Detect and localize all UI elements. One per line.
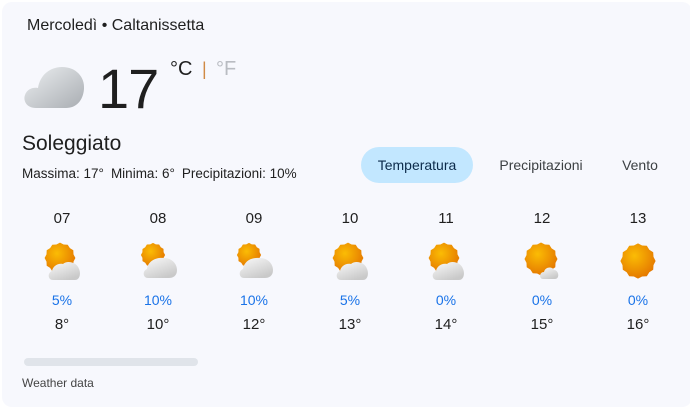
hour-temperature: 12° — [242, 316, 266, 333]
hourly-item[interactable]: 09 10% 12° — [214, 210, 294, 333]
hourly-item[interactable]: 12 0% 15° — [502, 210, 582, 333]
fahrenheit-toggle[interactable]: °F — [216, 58, 237, 80]
daily-stats: Massima: 17° Minima: 6° Precipitazioni: 10… — [22, 166, 304, 181]
precip-chance: 0% — [627, 292, 649, 308]
partly-cloudy-icon — [332, 242, 368, 280]
mostly-cloudy-icon — [236, 242, 273, 278]
hour-label: 07 — [53, 210, 71, 227]
hour-label: 09 — [245, 210, 263, 227]
partly-cloudy-icon — [428, 242, 464, 280]
mostly-sunny-icon — [524, 242, 559, 279]
hour-temperature: 15° — [530, 316, 554, 333]
hour-label: 08 — [149, 210, 167, 227]
hour-label: 11 — [438, 210, 454, 227]
precipitation: Precipitazioni: 10% — [181, 166, 297, 181]
max-temp: Massima: 17° — [22, 166, 104, 181]
hour-temperature: 16° — [626, 316, 650, 333]
horizontal-scrollbar[interactable] — [24, 358, 198, 366]
hour-temperature: 8° — [54, 316, 70, 333]
unit-separator: | — [202, 59, 207, 79]
condition-text: Soleggiato — [22, 132, 122, 155]
cloud-icon — [24, 67, 85, 108]
hourly-item[interactable]: 08 10% 10° — [118, 210, 198, 333]
precip-chance: 10% — [143, 292, 173, 308]
hour-temperature: 10° — [146, 316, 170, 333]
hourly-item[interactable]: 07 5% 8° — [22, 210, 102, 333]
precip-chance: 5% — [339, 292, 361, 308]
location-title: Mercoledì • Caltanissetta — [27, 17, 205, 34]
hour-label: 12 — [533, 210, 551, 227]
precip-chance: 0% — [435, 292, 457, 308]
hourly-item[interactable]: 11 0% 14° — [406, 210, 486, 333]
hour-label: 13 — [629, 210, 647, 227]
celsius-toggle[interactable]: °C — [170, 58, 193, 80]
precip-chance: 5% — [51, 292, 73, 308]
hour-label: 10 — [341, 210, 359, 227]
tab-temperatura[interactable]: Temperatura — [361, 147, 473, 183]
tab-precipitazioni[interactable]: Precipitazioni — [499, 157, 583, 173]
hourly-item[interactable]: 13 0% 16° — [598, 210, 678, 333]
hour-temperature: 14° — [434, 316, 458, 333]
sunny-icon — [620, 243, 656, 279]
tab-vento[interactable]: Vento — [622, 157, 658, 173]
current-temperature: 17 — [98, 57, 159, 120]
source-label: Weather data — [22, 376, 94, 390]
partly-cloudy-icon — [44, 242, 80, 280]
precip-chance: 0% — [531, 292, 553, 308]
hour-temperature: 13° — [338, 316, 362, 333]
mostly-cloudy-icon — [140, 242, 177, 278]
hourly-item[interactable]: 10 5% 13° — [310, 210, 390, 333]
precip-chance: 10% — [239, 292, 269, 308]
min-temp: Minima: 6° — [110, 166, 175, 181]
